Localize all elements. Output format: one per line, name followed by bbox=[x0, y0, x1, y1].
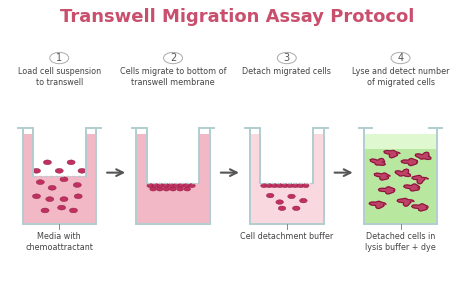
Circle shape bbox=[271, 184, 278, 188]
Circle shape bbox=[67, 160, 75, 165]
Circle shape bbox=[60, 197, 68, 201]
Circle shape bbox=[78, 168, 86, 173]
Circle shape bbox=[276, 200, 283, 204]
Polygon shape bbox=[369, 201, 386, 208]
Circle shape bbox=[297, 184, 304, 188]
Circle shape bbox=[156, 187, 163, 191]
Circle shape bbox=[266, 184, 273, 188]
Text: 4: 4 bbox=[398, 53, 403, 63]
Polygon shape bbox=[395, 169, 410, 177]
Bar bbox=[365, 149, 436, 223]
Circle shape bbox=[266, 193, 274, 198]
Circle shape bbox=[292, 184, 299, 188]
Bar bbox=[147, 134, 199, 183]
Polygon shape bbox=[404, 184, 420, 191]
Circle shape bbox=[178, 184, 185, 188]
Circle shape bbox=[183, 184, 190, 188]
Bar bbox=[365, 134, 436, 149]
Circle shape bbox=[170, 187, 176, 191]
Polygon shape bbox=[397, 198, 414, 206]
Polygon shape bbox=[384, 150, 400, 158]
Text: Detach migrated cells: Detach migrated cells bbox=[242, 67, 331, 76]
Polygon shape bbox=[401, 158, 418, 166]
Circle shape bbox=[163, 187, 170, 191]
Circle shape bbox=[41, 208, 49, 213]
Circle shape bbox=[163, 184, 169, 188]
Circle shape bbox=[261, 184, 267, 188]
Circle shape bbox=[152, 184, 159, 188]
Circle shape bbox=[74, 194, 82, 199]
Circle shape bbox=[278, 206, 286, 211]
Circle shape bbox=[277, 52, 296, 64]
Circle shape bbox=[189, 184, 195, 188]
Circle shape bbox=[36, 180, 45, 185]
Text: Lyse and detect number
of migrated cells: Lyse and detect number of migrated cells bbox=[352, 67, 449, 87]
Polygon shape bbox=[412, 175, 428, 184]
Text: 2: 2 bbox=[170, 53, 176, 63]
Polygon shape bbox=[415, 152, 431, 160]
Circle shape bbox=[150, 187, 156, 191]
Circle shape bbox=[177, 187, 183, 191]
Circle shape bbox=[69, 208, 77, 213]
Bar bbox=[33, 134, 85, 177]
Polygon shape bbox=[411, 204, 428, 211]
Circle shape bbox=[157, 184, 164, 188]
Text: Load cell suspension
to transwell: Load cell suspension to transwell bbox=[18, 67, 101, 87]
Circle shape bbox=[391, 52, 410, 64]
Circle shape bbox=[282, 184, 288, 188]
Circle shape bbox=[48, 185, 56, 190]
Text: Cells migrate to bottom of
transwell membrane: Cells migrate to bottom of transwell mem… bbox=[120, 67, 226, 87]
Circle shape bbox=[44, 160, 51, 165]
Circle shape bbox=[300, 198, 307, 203]
Circle shape bbox=[32, 168, 40, 173]
Circle shape bbox=[173, 184, 180, 188]
Circle shape bbox=[288, 194, 295, 199]
Bar bbox=[23, 134, 95, 223]
Circle shape bbox=[184, 187, 191, 191]
Circle shape bbox=[50, 52, 69, 64]
Polygon shape bbox=[374, 173, 390, 180]
Polygon shape bbox=[370, 158, 385, 165]
Text: Detached cells in
lysis buffer + dye: Detached cells in lysis buffer + dye bbox=[365, 232, 436, 252]
Polygon shape bbox=[378, 187, 395, 194]
Text: 3: 3 bbox=[284, 53, 290, 63]
Circle shape bbox=[287, 184, 293, 188]
Text: Cell detachment buffer: Cell detachment buffer bbox=[240, 232, 333, 241]
Circle shape bbox=[276, 184, 283, 188]
Circle shape bbox=[292, 206, 300, 211]
Circle shape bbox=[46, 197, 54, 201]
Circle shape bbox=[73, 183, 82, 187]
Circle shape bbox=[58, 205, 65, 210]
Text: 1: 1 bbox=[56, 53, 62, 63]
Circle shape bbox=[302, 184, 309, 188]
Circle shape bbox=[147, 184, 154, 188]
Text: Transwell Migration Assay Protocol: Transwell Migration Assay Protocol bbox=[60, 8, 414, 27]
Circle shape bbox=[60, 177, 68, 182]
Circle shape bbox=[55, 168, 63, 173]
Text: Media with
chemoattractant: Media with chemoattractant bbox=[25, 232, 93, 252]
Circle shape bbox=[168, 184, 174, 188]
Circle shape bbox=[32, 194, 40, 199]
Bar bbox=[137, 134, 209, 223]
Bar bbox=[261, 134, 313, 183]
Circle shape bbox=[164, 52, 182, 64]
Bar bbox=[251, 134, 322, 223]
